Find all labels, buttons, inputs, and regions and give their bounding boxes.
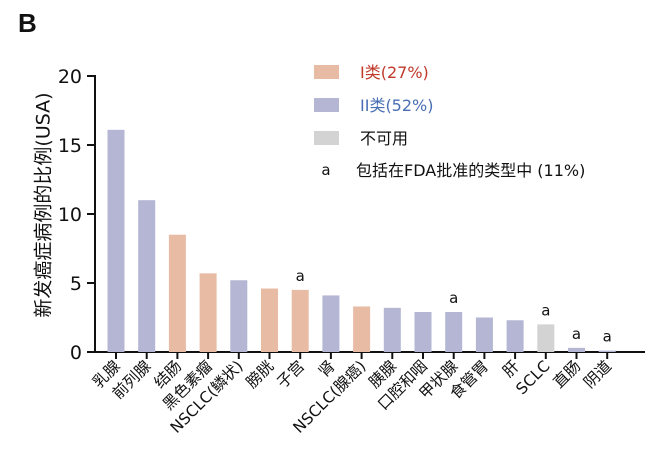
x-tick-label: 直肠 [550, 357, 585, 392]
bar [168, 234, 186, 352]
bar-annotation: a [296, 267, 305, 285]
legend-swatch-I [314, 65, 339, 79]
legend-swatch-II [314, 98, 339, 112]
legend-label-NA: 不可用 [360, 129, 408, 148]
legend-marker-a: a [321, 161, 330, 179]
bar-annotation: a [449, 289, 458, 307]
y-tick-label: 5 [70, 273, 82, 295]
bar [383, 307, 401, 352]
x-tick-label: 阴道 [580, 357, 615, 392]
y-tick-label: 0 [70, 342, 82, 364]
x-tick-label: SCLC [513, 357, 554, 398]
bar [445, 311, 463, 352]
y-tick-label: 15 [58, 135, 82, 157]
bar [291, 289, 309, 352]
bar [475, 317, 493, 352]
bar [138, 200, 156, 352]
bar [199, 273, 217, 352]
legend-swatch-NA [314, 131, 339, 145]
y-tick-label: 10 [58, 204, 82, 226]
bar [537, 324, 555, 352]
bar-annotation: a [541, 301, 550, 319]
x-tick-label: 子宫 [273, 357, 308, 392]
bar [322, 295, 340, 352]
bar [568, 347, 585, 352]
bar [261, 288, 278, 352]
bar-annotation: a [572, 325, 581, 343]
bar [353, 306, 371, 352]
legend-label-a: 包括在FDA批准的类型中 (11%) [356, 161, 585, 180]
bar-annotation: a [603, 328, 612, 346]
x-tick-label: 膀胱 [243, 357, 278, 392]
bar [230, 280, 248, 352]
legend-label-II: II类(52%) [360, 96, 434, 115]
y-tick-label: 20 [58, 66, 82, 88]
panel-label: B [18, 8, 37, 38]
bar [506, 320, 524, 352]
legend-label-I: I类(27%) [360, 63, 429, 82]
bar [598, 350, 616, 352]
bar [414, 311, 432, 352]
bar [107, 129, 125, 352]
